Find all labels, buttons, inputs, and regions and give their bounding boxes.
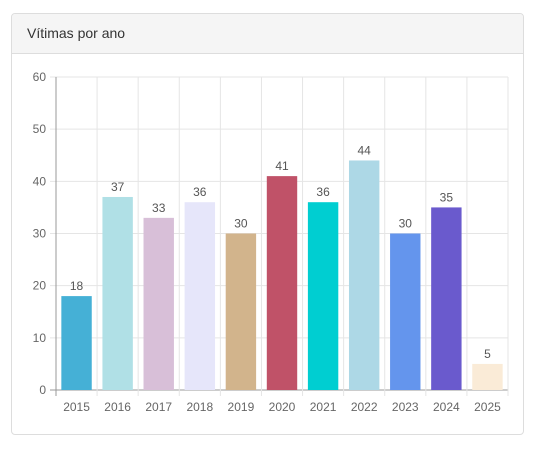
x-tick-label: 2016: [104, 400, 131, 414]
x-tick-label: 2022: [351, 400, 378, 414]
y-tick-label: 50: [33, 122, 47, 136]
bar: [102, 196, 133, 390]
data-label: 5: [484, 347, 491, 361]
data-label: 30: [234, 217, 248, 231]
data-label: 35: [440, 190, 454, 204]
y-tick-label: 30: [33, 227, 47, 241]
x-tick-label: 2015: [63, 400, 90, 414]
y-tick-label: 60: [33, 70, 47, 84]
data-label: 36: [193, 185, 207, 199]
bar: [472, 363, 503, 390]
data-label: 41: [275, 159, 289, 173]
bar: [431, 207, 462, 390]
bar: [348, 160, 380, 390]
data-label: 18: [70, 279, 84, 293]
data-label: 37: [111, 180, 125, 194]
bar: [143, 217, 174, 390]
y-tick-label: 0: [39, 383, 46, 397]
x-tick-label: 2023: [392, 400, 419, 414]
y-tick-label: 40: [33, 174, 47, 188]
x-tick-label: 2018: [186, 400, 213, 414]
x-tick-label: 2024: [433, 400, 460, 414]
x-tick-label: 2020: [269, 400, 296, 414]
x-tick-label: 2025: [474, 400, 501, 414]
data-label: 36: [316, 185, 330, 199]
bar-chart: 0 10 20 30 40 50 60 18 2015 37 2016 33 2017 36 2018 30 2…: [33, 70, 509, 414]
y-tick-label: 20: [33, 279, 47, 293]
bar: [266, 176, 298, 390]
y-tick-label: 10: [33, 331, 47, 345]
chart-panel: Vítimas por ano 0 10 20 30 40 50 60 18 2015 37 201…: [11, 13, 524, 435]
panel-title: Vítimas por ano: [12, 14, 523, 54]
data-label: 44: [358, 143, 372, 157]
x-tick-label: 2017: [145, 400, 172, 414]
x-tick-label: 2021: [310, 400, 337, 414]
data-label: 30: [399, 217, 413, 231]
bar: [184, 202, 216, 390]
bar: [61, 296, 92, 390]
x-tick-label: 2019: [228, 400, 255, 414]
data-label: 33: [152, 201, 166, 215]
bar: [307, 202, 339, 390]
bar: [390, 233, 421, 390]
bar: [225, 233, 257, 390]
